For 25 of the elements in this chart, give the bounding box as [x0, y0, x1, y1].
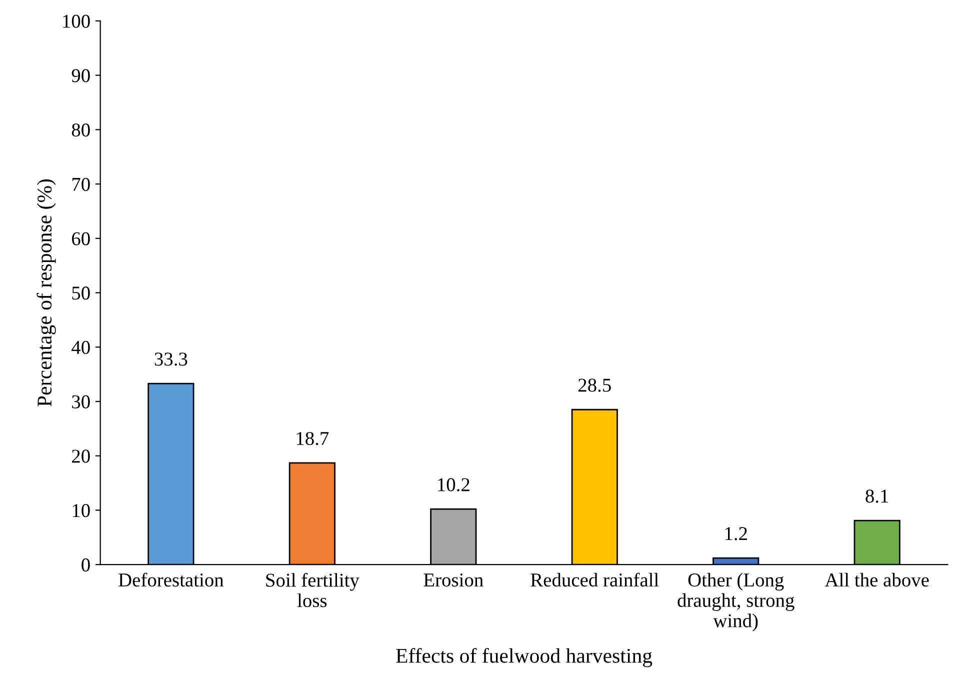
y-tick-label: 70 [72, 178, 90, 191]
x-axis-title: Effects of fuelwood harvesting [396, 648, 652, 668]
x-tick-label: All the above [824, 572, 929, 587]
y-axis-title: Percentage of response (%) [36, 179, 56, 406]
y-tick-label: 90 [72, 69, 90, 82]
x-tick-label: Reduced rainfall [530, 572, 659, 587]
data-label: 10.2 [438, 478, 470, 492]
y-tick-label: 60 [72, 232, 90, 246]
x-tick-label: Erosion [424, 574, 484, 587]
data-label: 1.2 [725, 527, 747, 540]
data-label: 33.3 [154, 352, 188, 366]
y-tick-label: 50 [72, 286, 90, 300]
data-label: 28.5 [578, 378, 611, 392]
data-label: 8.1 [866, 490, 888, 503]
y-tick-label: 10 [72, 504, 90, 518]
y-tick-label: 40 [72, 340, 90, 354]
y-tick-label: 20 [72, 450, 90, 463]
x-tick-label: Deforestation [118, 572, 224, 587]
y-tick-label: 80 [72, 123, 90, 137]
x-tick-label: Soil fertility loss [266, 572, 360, 608]
y-tick-label: 100 [63, 14, 90, 28]
data-label: 18.7 [296, 432, 329, 446]
x-tick-label: Other (Long draught, strong wind) [678, 572, 794, 632]
y-tick-label: 30 [72, 395, 90, 408]
y-tick-label: 0 [82, 558, 90, 572]
